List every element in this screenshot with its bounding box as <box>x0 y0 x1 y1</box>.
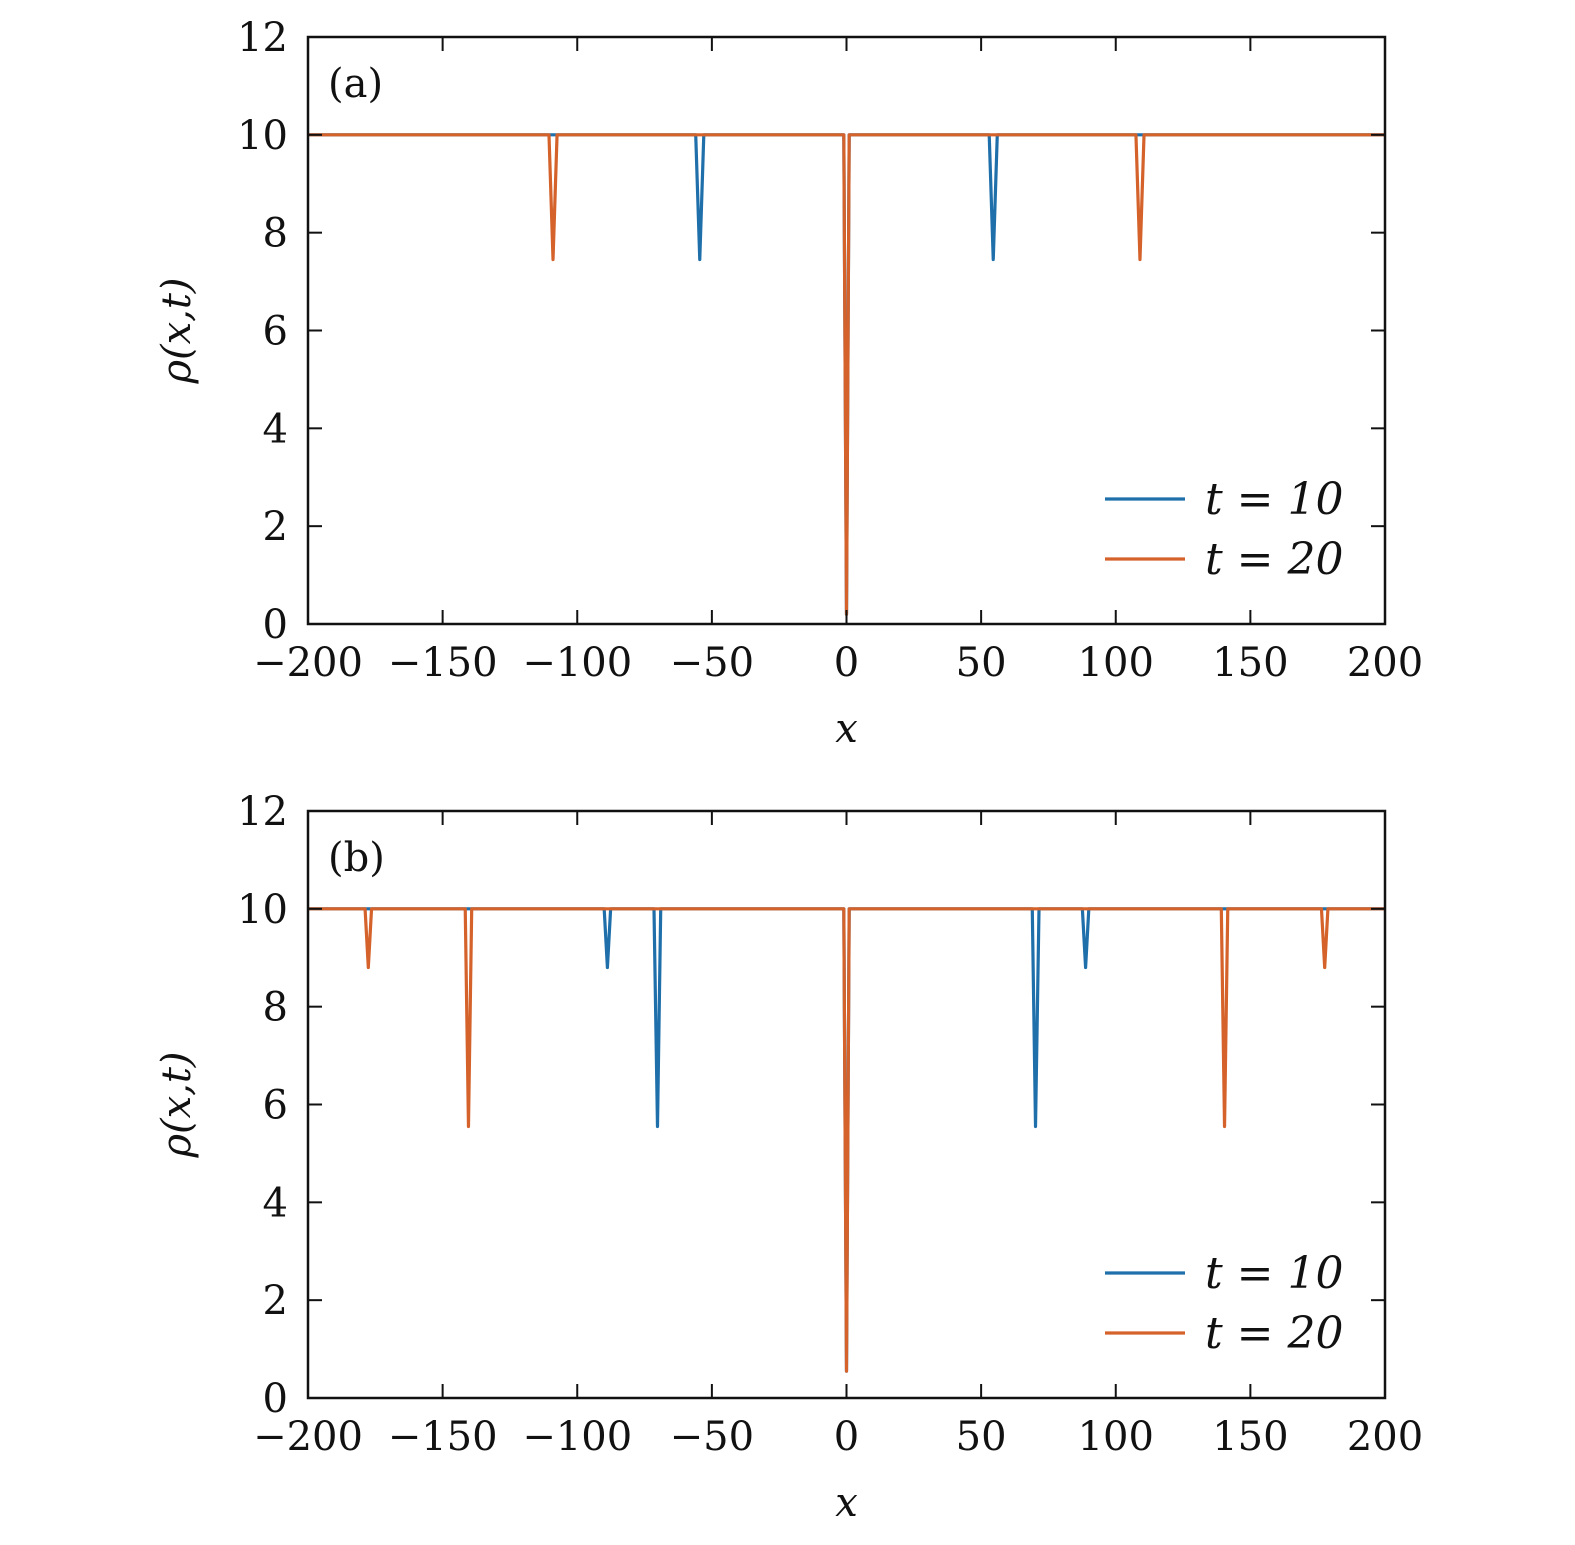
legend-label: t = 10 <box>1205 474 1344 525</box>
y-tick-label: 10 <box>237 887 288 933</box>
x-tick-label: −100 <box>522 640 632 686</box>
legend: t = 10 t = 20 <box>1105 1248 1344 1359</box>
x-tick-label: 200 <box>1347 640 1423 686</box>
x-tick-label: 50 <box>956 640 1007 686</box>
panel-label: (b) <box>328 835 385 881</box>
y-tick-label: 2 <box>263 1278 288 1324</box>
x-tick-label: 0 <box>834 640 859 686</box>
y-tick-label: 2 <box>263 504 288 550</box>
y-tick-label: 8 <box>263 211 288 257</box>
y-tick-label: 0 <box>263 602 288 648</box>
y-tick-label: 12 <box>237 15 288 61</box>
x-axis-label: x <box>835 1480 858 1526</box>
x-tick-label: 0 <box>834 1414 859 1460</box>
series-group <box>308 907 1385 1373</box>
y-tick-label: 4 <box>263 1180 288 1226</box>
x-tick-label: 150 <box>1212 640 1288 686</box>
y-tick-label: 4 <box>263 406 288 452</box>
y-tick-label: 12 <box>237 789 288 835</box>
x-tick-label: 100 <box>1078 640 1154 686</box>
x-tick-label: 100 <box>1078 1414 1154 1460</box>
legend-label: t = 20 <box>1205 534 1344 585</box>
x-tick-label: −150 <box>388 1414 498 1460</box>
y-tick-label: 6 <box>263 1083 288 1129</box>
y-axis-label: ρ(x,t) <box>154 277 200 384</box>
x-tick-label: −200 <box>253 1414 363 1460</box>
legend-label: t = 20 <box>1205 1308 1344 1359</box>
x-tick-label: 200 <box>1347 1414 1423 1460</box>
x-tick-label: −150 <box>388 640 498 686</box>
panel-label: (a) <box>328 61 383 107</box>
x-tick-label: 150 <box>1212 1414 1288 1460</box>
series-line-t20 <box>308 907 1385 1373</box>
y-axis-label: ρ(x,t) <box>154 1051 200 1158</box>
y-tick-label: 0 <box>263 1376 288 1422</box>
x-tick-label: 50 <box>956 1414 1007 1460</box>
y-tick-label: 6 <box>263 309 288 355</box>
x-axis-label: x <box>835 706 858 752</box>
y-tick-label: 10 <box>237 113 288 159</box>
y-tick-label: 8 <box>263 985 288 1031</box>
legend-label: t = 10 <box>1205 1248 1344 1299</box>
x-tick-label: −50 <box>670 640 754 686</box>
x-tick-label: −50 <box>670 1414 754 1460</box>
panel-b: −200 −150 −100 −50 0 50 100 150 200 0 2 4 6 8 10 12 x ρ(x… <box>154 789 1423 1526</box>
legend: t = 10 t = 20 <box>1105 474 1344 585</box>
x-tick-label: −200 <box>253 640 363 686</box>
panel-a: −200 −150 −100 −50 0 50 100 150 200 0 2 4 6 8 10 12 x ρ(x… <box>154 15 1423 752</box>
x-tick-label: −100 <box>522 1414 632 1460</box>
